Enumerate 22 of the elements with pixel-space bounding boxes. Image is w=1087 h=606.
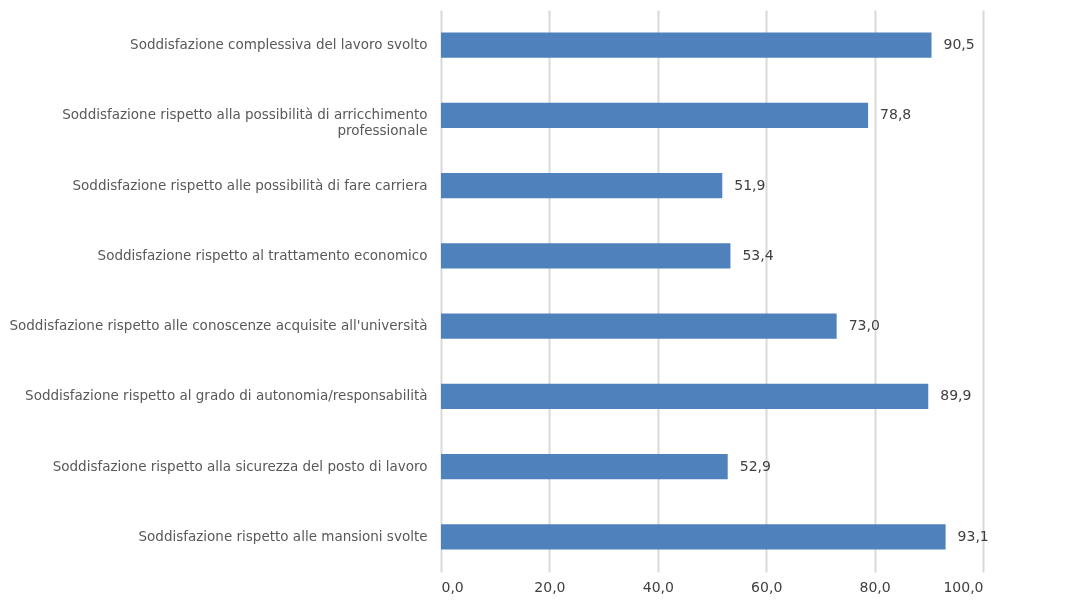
x-tick-label: 80,0 xyxy=(859,578,891,595)
y-tick-label: Soddisfazione complessiva del lavoro svolto xyxy=(130,36,428,53)
y-tick-label: Soddisfazione rispetto alle conoscenze acquisite all'università xyxy=(9,317,428,334)
y-tick-label: Soddisfazione rispetto alle possibilità di fare carriera xyxy=(72,176,428,193)
data-label: 90,5 xyxy=(943,36,975,53)
x-tick-label: 40,0 xyxy=(642,578,674,595)
data-label: 78,8 xyxy=(880,106,912,123)
y-tick-label: Soddisfazione rispetto alla sicurezza del posto di lavoro xyxy=(52,457,428,474)
data-label: 53,4 xyxy=(742,246,774,263)
x-tick-label: 20,0 xyxy=(534,578,566,595)
y-tick-label: Soddisfazione rispetto alla possibilità di arricchimento professionale xyxy=(62,106,428,138)
data-label: 51,9 xyxy=(734,176,766,193)
y-tick-label: Soddisfazione rispetto al trattamento economico xyxy=(97,246,428,263)
y-tick-label: Soddisfazione rispetto alle mansioni svolte xyxy=(138,527,428,544)
data-label: 73,0 xyxy=(848,317,880,334)
y-tick-label: Soddisfazione rispetto al grado di autonomia/responsabilità xyxy=(25,387,428,404)
data-label: 89,9 xyxy=(940,387,972,404)
data-label: 52,9 xyxy=(739,457,771,474)
x-tick-label: 60,0 xyxy=(751,578,783,595)
x-tick-label: 100,0 xyxy=(943,578,984,595)
data-label: 93,1 xyxy=(957,527,989,544)
x-tick-label: 0,0 xyxy=(441,578,464,595)
